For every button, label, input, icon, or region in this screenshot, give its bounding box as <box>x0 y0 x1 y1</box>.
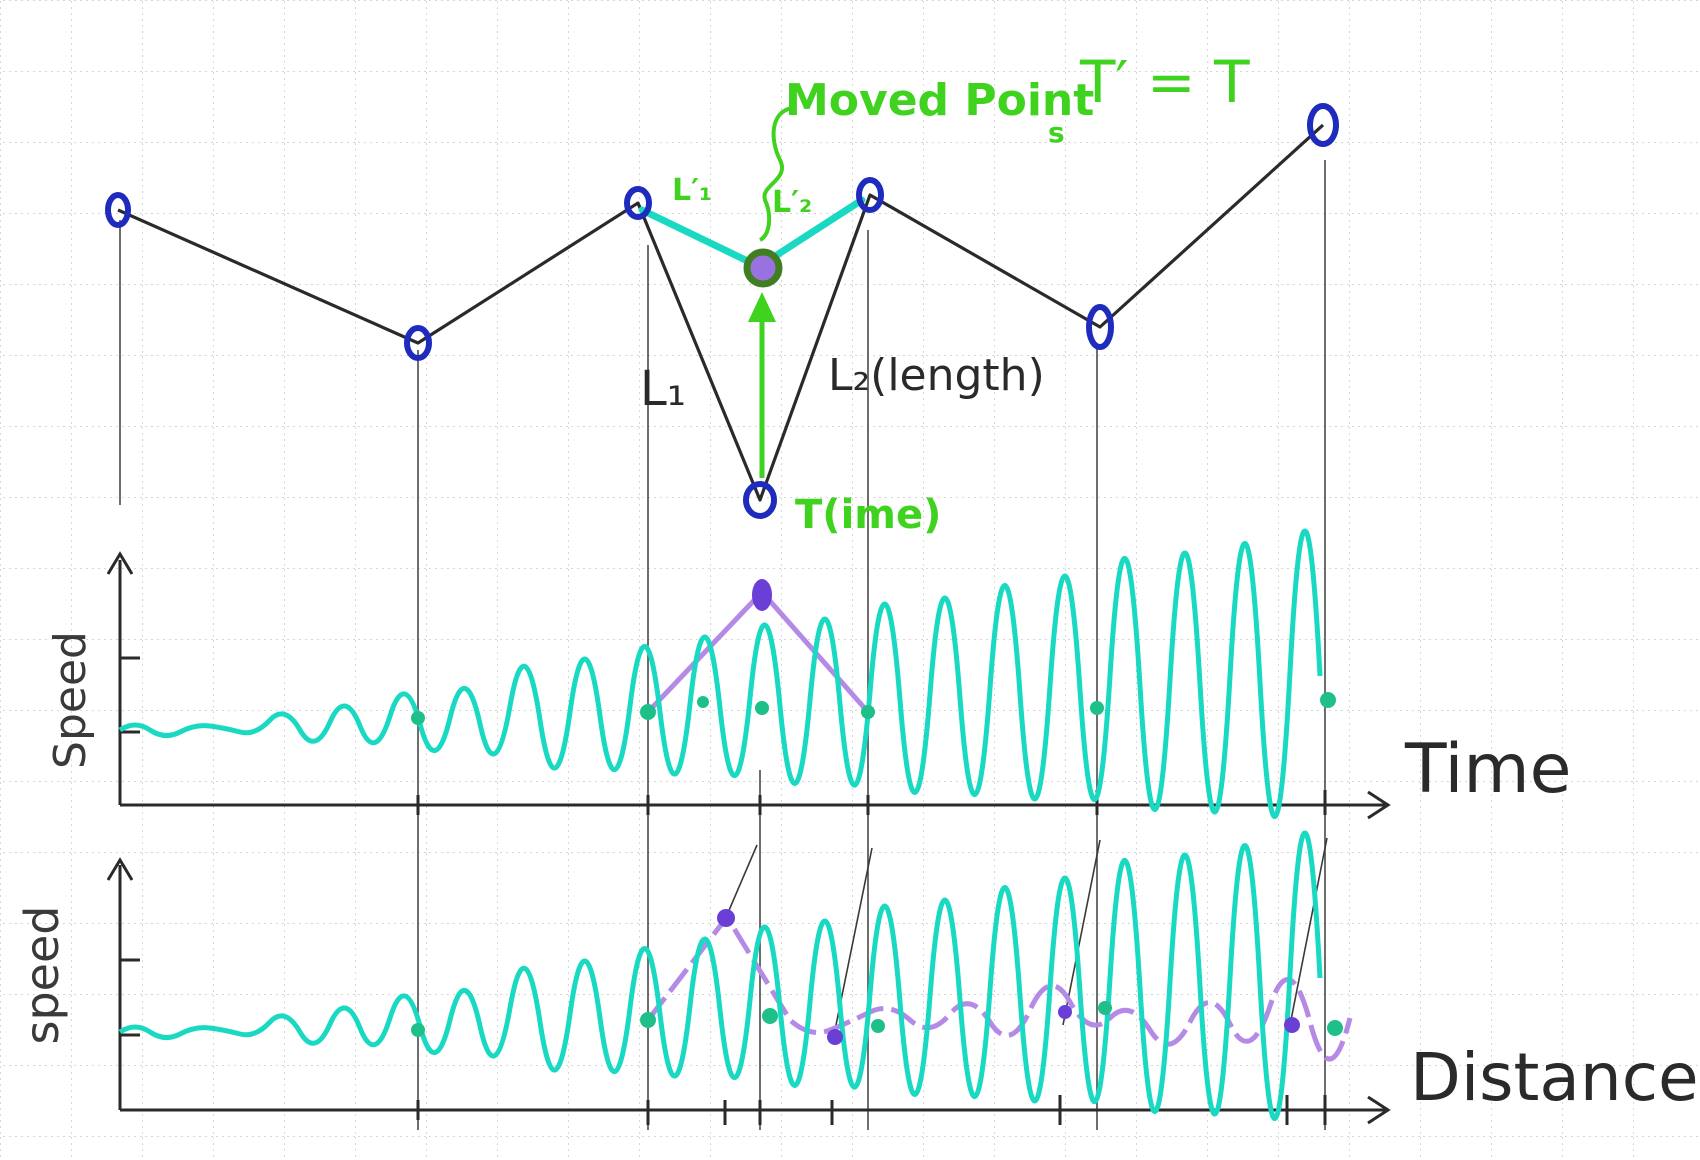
speed-dot <box>640 704 656 720</box>
speed-dot <box>1320 692 1336 708</box>
projection-lines <box>119 160 1326 1130</box>
time-equal-label: T′ = T <box>1079 48 1250 116</box>
circle-outline-icon <box>743 481 777 519</box>
speed-dot <box>827 1029 843 1045</box>
l1-prime-label: L′₁ <box>672 173 712 208</box>
distance-purple-dots <box>717 909 1300 1045</box>
axis-arrow-up <box>106 857 134 881</box>
speed-dot <box>1284 1017 1300 1033</box>
circle-outline-icon <box>856 177 884 213</box>
speed-dot <box>755 701 769 715</box>
speed-dot <box>1098 1001 1112 1015</box>
speed-curve-time <box>118 528 1323 819</box>
arrowhead-icon <box>1367 1095 1391 1125</box>
arrowhead-icon <box>1367 790 1391 820</box>
circle-outline-icon <box>404 325 432 361</box>
moved-point-subscript: s <box>1048 116 1065 149</box>
speed-dot <box>871 1019 885 1033</box>
axis-arrow-up <box>106 551 134 575</box>
speed-axis-label-top: Speed <box>45 631 96 769</box>
moved-point-label: Moved Point <box>785 75 1094 126</box>
speed-dot <box>861 705 875 719</box>
l2-label: L₂(length) <box>828 350 1045 401</box>
speed-axis-label-bottom: speed <box>15 906 69 1045</box>
distance-plot-dots <box>411 1001 1343 1037</box>
arrow-up-icon <box>748 292 776 322</box>
segment-l2-prime <box>762 196 866 266</box>
guide-line <box>1062 839 1101 1026</box>
speed-curve-distance <box>118 830 1323 1121</box>
speed-dot <box>697 696 709 708</box>
l2-prime-label: L′₂ <box>772 185 812 220</box>
circle-outline-icon <box>1307 103 1339 147</box>
new-segments <box>638 196 866 272</box>
speed-dot <box>1090 701 1104 715</box>
spike-peak-dot <box>752 579 772 611</box>
trajectory-polyline <box>117 123 1325 502</box>
spike-peak-dot <box>717 909 735 927</box>
speed-dot <box>762 1008 778 1024</box>
guide-line <box>1289 837 1328 1026</box>
circle-outline-icon <box>1086 304 1114 350</box>
time-point-label: T(ime) <box>795 492 941 538</box>
guide-line <box>726 844 758 916</box>
time-plot-axes <box>106 551 1391 820</box>
filled-circle-icon <box>743 248 783 288</box>
speed-dot <box>1058 1005 1072 1019</box>
labels: Moved Point s T′ = T L′₁ L′₂ L₁ L₂(lengt… <box>640 48 1250 538</box>
distance-axis-label: Distance <box>1410 1039 1699 1116</box>
speed-dot <box>411 711 425 725</box>
speed-dot <box>640 1012 656 1028</box>
speed-dot <box>1327 1020 1343 1036</box>
speed-dot <box>411 1023 425 1037</box>
distance-plot-axes <box>106 857 1391 1125</box>
time-axis-label: Time <box>1404 730 1571 809</box>
segment-l1-prime <box>638 206 766 272</box>
brace-icon <box>758 106 793 242</box>
control-points <box>105 103 1339 519</box>
time-plot-dots <box>411 692 1336 725</box>
circle-outline-icon <box>624 186 652 220</box>
l1-label: L₁ <box>640 361 686 417</box>
circle-outline-icon <box>105 192 131 228</box>
